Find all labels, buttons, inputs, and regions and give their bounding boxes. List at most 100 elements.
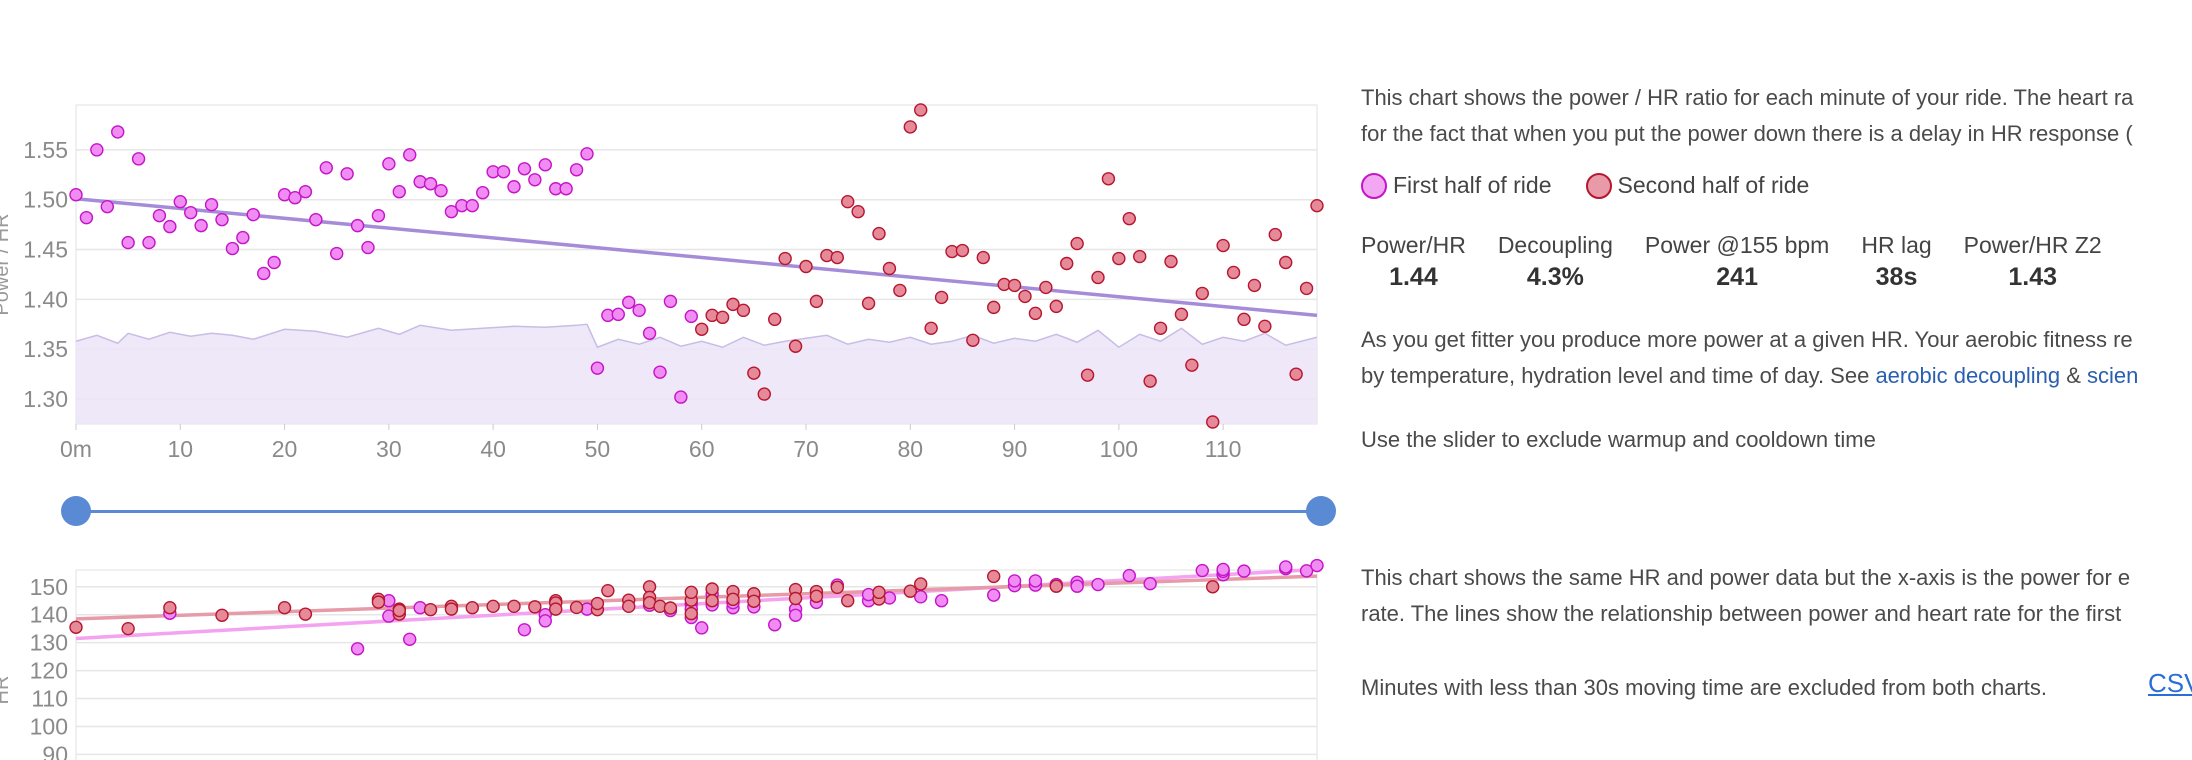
stat-hr-lag: HR lag 38s [1861, 232, 1931, 292]
second-half-point [444, 602, 459, 616]
first-half-point [444, 204, 459, 219]
top-y-tick-label: 1.35 [23, 336, 68, 362]
top-x-tick-label: 110 [1205, 436, 1242, 462]
first-half-point [642, 326, 657, 340]
second-half-point [1216, 238, 1230, 253]
first-half-point [309, 212, 323, 227]
top-x-tick-label: 80 [897, 436, 923, 462]
second-half-point [955, 243, 970, 258]
second-half-point [569, 600, 584, 615]
charts-svg: 1.55 1.50 1.45 1.40 1.35 1.30 Power / HR 0m 10 20… [0, 103, 1324, 760]
first-half-point [288, 191, 302, 205]
trend-line [75, 196, 1318, 318]
first-half-point [517, 162, 532, 176]
top-x-tick-label: 100 [1100, 436, 1138, 462]
second-half-point [1133, 249, 1147, 264]
stat-value: 38s [1875, 263, 1918, 291]
hr-area-line [75, 323, 1318, 349]
range-slider-track[interactable] [76, 510, 1320, 513]
hr-area [76, 324, 1317, 424]
top-y-tick-label: 1.50 [23, 187, 68, 213]
first-half-point [131, 152, 146, 166]
bottom-y-tick-label: 130 [30, 630, 68, 656]
top-x-tick-label: 20 [272, 436, 298, 462]
second-half-point [1174, 307, 1189, 322]
first-half-point [1299, 564, 1314, 578]
first-half-point [1310, 558, 1324, 573]
second-half-point [872, 585, 886, 600]
first-half-point [622, 295, 636, 310]
first-half-point [1279, 560, 1293, 574]
stat-value: 1.44 [1389, 263, 1438, 291]
science-link[interactable]: scien [2087, 363, 2139, 388]
second-half-point [486, 599, 500, 614]
stat-label: Power @155 bpm [1644, 232, 1830, 258]
first-half-point [768, 618, 782, 632]
first-half-point [298, 185, 313, 199]
second-half-point [1080, 368, 1095, 382]
first-half-point [319, 161, 333, 175]
second-half-point [882, 261, 897, 276]
second-half-point [903, 584, 917, 598]
second-half-point [903, 120, 917, 134]
first-half-point [225, 241, 240, 256]
second-half-point [423, 602, 438, 617]
bottom-y-tick-label: 140 [30, 602, 68, 628]
bottom-y-tick-label: 150 [30, 574, 68, 600]
second-half-point [528, 600, 542, 614]
excluded-note-text: Minutes with less than 30s moving time a… [1361, 675, 2047, 700]
first-half-point [674, 390, 688, 404]
intro-line-2: for the fact that when you put the power… [1361, 121, 2133, 146]
first-half-point [350, 218, 365, 233]
csv-download-link[interactable]: CSV [2148, 668, 2192, 698]
second-half-point [987, 569, 1001, 584]
hr-chart-text: This chart shows the same HR and power d… [1361, 560, 2192, 632]
top-x-tick-label: 50 [585, 436, 611, 462]
first-half-point [111, 125, 125, 139]
first-half-point [371, 208, 386, 223]
second-half-point [298, 607, 313, 621]
legend-first-half: First half of ride [1361, 172, 1552, 199]
top-x-tick-label: 60 [689, 436, 715, 462]
range-slider-start-handle[interactable] [61, 496, 91, 526]
first-half-point [184, 205, 198, 220]
bottom-y-tick-label: 90 [42, 741, 68, 760]
stat-power-hr-z2: Power/HR Z2 1.43 [1964, 232, 2102, 292]
first-half-point [632, 303, 646, 318]
top-y-tick-label: 1.55 [23, 137, 68, 163]
second-half-point [371, 595, 386, 609]
first-half-point [403, 632, 417, 646]
first-half-point [1195, 563, 1209, 578]
second-half-point [841, 194, 855, 209]
second-half-point [705, 594, 719, 608]
aerobic-decoupling-link[interactable]: aerobic decoupling [1875, 363, 2061, 388]
second-half-point [1237, 312, 1251, 327]
first-half-point [204, 197, 219, 212]
second-half-point [799, 259, 813, 274]
second-half-point [1164, 254, 1178, 269]
second-half-point [830, 580, 844, 595]
second-half-point [1279, 255, 1293, 270]
stat-label: Decoupling [1497, 232, 1613, 258]
second-half-point [69, 620, 83, 634]
first-half-point [434, 184, 448, 198]
second-half-point [715, 310, 730, 325]
hr-chart-line-1: This chart shows the same HR and power d… [1361, 565, 2131, 590]
second-half-point [1247, 278, 1262, 293]
second-half-point [726, 297, 740, 312]
first-half-point [1216, 562, 1230, 577]
first-half-point [1143, 576, 1157, 591]
first-half-point [267, 255, 281, 270]
second-half-point [1206, 580, 1220, 594]
fitness-line-2-text: by temperature, hydration level and time… [1361, 363, 1876, 388]
first-half-point [1028, 574, 1043, 588]
second-half-point [663, 601, 678, 615]
first-half-point [517, 623, 532, 637]
first-half-point [465, 198, 479, 213]
range-slider-end-handle[interactable] [1306, 496, 1336, 526]
second-half-point [1070, 236, 1084, 251]
first-half-point [246, 207, 260, 222]
second-half-point [1039, 280, 1053, 295]
second-half-point [1018, 289, 1032, 304]
second-half-point [392, 603, 406, 618]
